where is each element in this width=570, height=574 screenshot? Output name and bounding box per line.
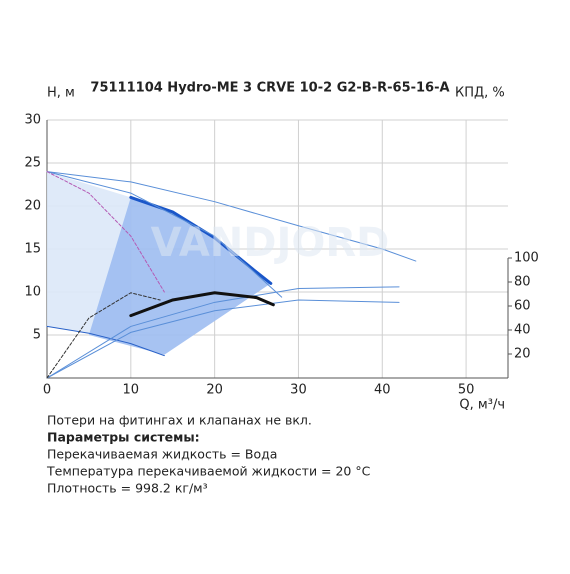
note: Параметры системы: <box>47 430 200 445</box>
x-tick-label: 30 <box>290 383 307 398</box>
y2-tick-label: 80 <box>514 275 531 290</box>
y-tick-label: 10 <box>24 285 41 300</box>
curve <box>46 292 161 379</box>
x-axis-label: Q, м³/ч <box>459 398 505 413</box>
x-tick-label: 40 <box>374 383 391 398</box>
curve <box>46 286 400 379</box>
y-tick-label: 20 <box>24 199 41 214</box>
y2-tick-label: 40 <box>514 323 531 338</box>
y-tick-label: 30 <box>24 113 41 128</box>
x-tick-label: 10 <box>123 383 140 398</box>
y2-tick-label: 100 <box>514 251 539 266</box>
x-tick-label: 20 <box>206 383 223 398</box>
curve <box>46 171 165 293</box>
note: Температура перекачиваемой жидкости = 20… <box>46 464 371 479</box>
chart-title: 75111104 Hydro-ME 3 CRVE 10-2 G2-B-R-65-… <box>90 81 449 96</box>
curve <box>46 325 165 357</box>
y-axis-label: H, м <box>47 86 75 101</box>
curve <box>46 171 283 298</box>
curve <box>129 291 275 318</box>
x-tick-label: 0 <box>43 383 51 398</box>
note: Плотность = 998.2 кг/м³ <box>47 481 208 496</box>
y-tick-label: 15 <box>24 242 41 257</box>
y-tick-label: 25 <box>24 156 41 171</box>
x-tick-label: 50 <box>458 383 475 398</box>
y2-tick-label: 60 <box>514 299 531 314</box>
watermark: VANDJORD <box>151 220 390 266</box>
note: Потери на фитингах и клапанах не вкл. <box>47 413 312 428</box>
curve <box>46 171 417 262</box>
y-tick-label: 5 <box>33 328 41 343</box>
y2-axis-label: КПД, % <box>455 86 505 101</box>
curve <box>46 299 400 379</box>
y2-tick-label: 20 <box>514 347 531 362</box>
note: Перекачиваемая жидкость = Вода <box>47 447 277 462</box>
